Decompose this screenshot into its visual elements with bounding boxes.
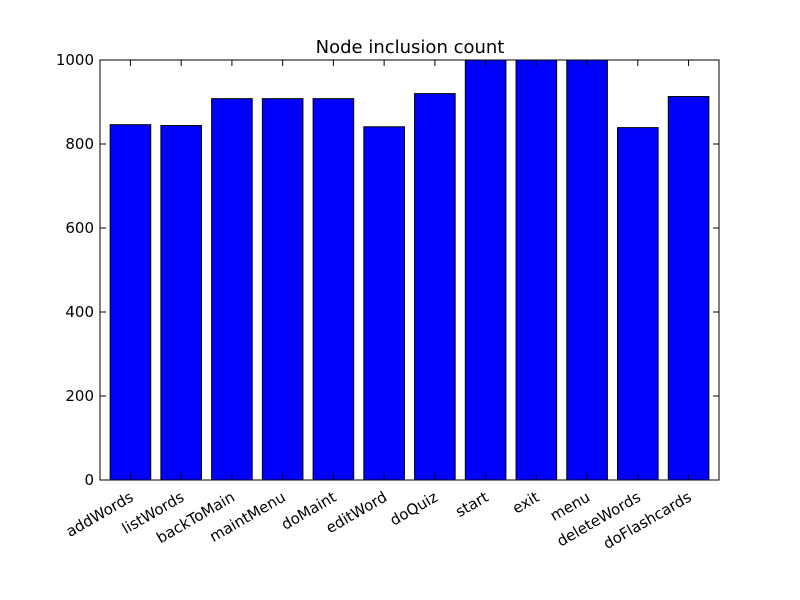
bar-start [464, 59, 507, 481]
bar-addWords [109, 124, 152, 481]
y-tick-label: 400 [65, 303, 94, 321]
bar-doQuiz [414, 93, 456, 481]
x-tick-label: exit [509, 488, 542, 518]
y-tick-label: 600 [65, 219, 94, 237]
plot-frame [99, 59, 720, 481]
y-tick-label: 800 [65, 135, 94, 153]
bar-listWords [160, 125, 202, 481]
bar-editWord [363, 126, 405, 481]
y-axis: 0 200 400 600 800 1000 [56, 51, 719, 489]
y-tick-label: 200 [65, 387, 94, 405]
y-tick-label: 1000 [56, 51, 94, 69]
x-tick-label: doQuiz [387, 488, 441, 530]
bar-doFlashcards [667, 96, 710, 481]
y-tick-label: 0 [84, 471, 94, 489]
bar-deleteWords [617, 127, 659, 481]
bar-maintMenu [261, 98, 304, 481]
bar-doMaint [312, 98, 355, 481]
chart-title: Node inclusion count [316, 37, 505, 58]
bar-exit [515, 59, 558, 481]
bars-group [109, 59, 710, 481]
bar-menu [566, 59, 608, 481]
x-tick-label: start [452, 488, 491, 521]
bar-backToMain [211, 98, 253, 481]
